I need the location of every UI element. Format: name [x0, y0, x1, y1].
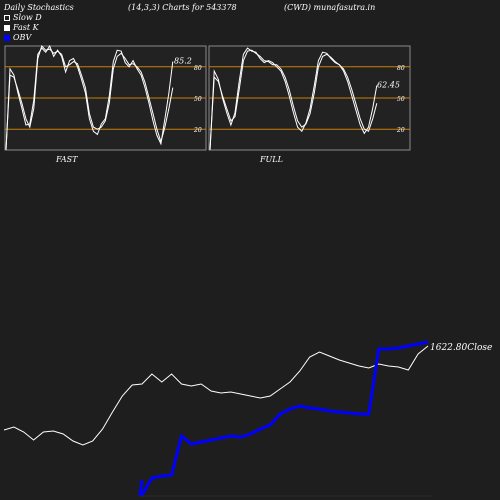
fast-level-label: 80: [194, 65, 202, 72]
full-last-value-label: 62.45: [377, 81, 400, 90]
full-level-label: 80: [397, 65, 405, 72]
legend-label: Fast K: [13, 23, 39, 32]
fast-level-label: 20: [193, 127, 202, 134]
obv-swatch: [4, 35, 10, 41]
full-fast-k-line: [209, 47, 378, 151]
legend-label: Slow D: [13, 13, 42, 22]
fast-k-swatch: [4, 25, 10, 31]
fast-level-label: 50: [194, 96, 202, 103]
legend-item-fast-k: Fast K: [4, 23, 42, 33]
slow-d-swatch: [4, 15, 10, 21]
full-level-label: 20: [396, 127, 405, 134]
chart-params: (14,3,3) Charts for 543378: [128, 3, 237, 12]
full-level-label: 50: [397, 96, 405, 103]
chart-title: Daily Stochastics: [4, 3, 74, 12]
obv-line: [140, 340, 429, 496]
close-last-value-label: 1622.80Close: [430, 343, 492, 353]
full-slow-d-line: [209, 49, 378, 151]
fast-panel-title: FAST: [55, 155, 78, 164]
legend-label: OBV: [13, 33, 32, 42]
full-panel-title: FULL: [259, 155, 283, 164]
chart-symbol: (CWD) munafasutra.in: [284, 3, 376, 12]
close-price-line: [3, 345, 429, 446]
legend: Slow D Fast K OBV: [4, 13, 42, 43]
legend-item-slow-d: Slow D: [4, 13, 42, 23]
fast-slow-d-line: [5, 45, 174, 151]
fast-last-value-label: 85.2: [174, 57, 192, 66]
obv-line-start: [138, 479, 144, 497]
legend-item-obv: OBV: [4, 33, 42, 43]
fast-fast-k-line: [5, 44, 174, 151]
